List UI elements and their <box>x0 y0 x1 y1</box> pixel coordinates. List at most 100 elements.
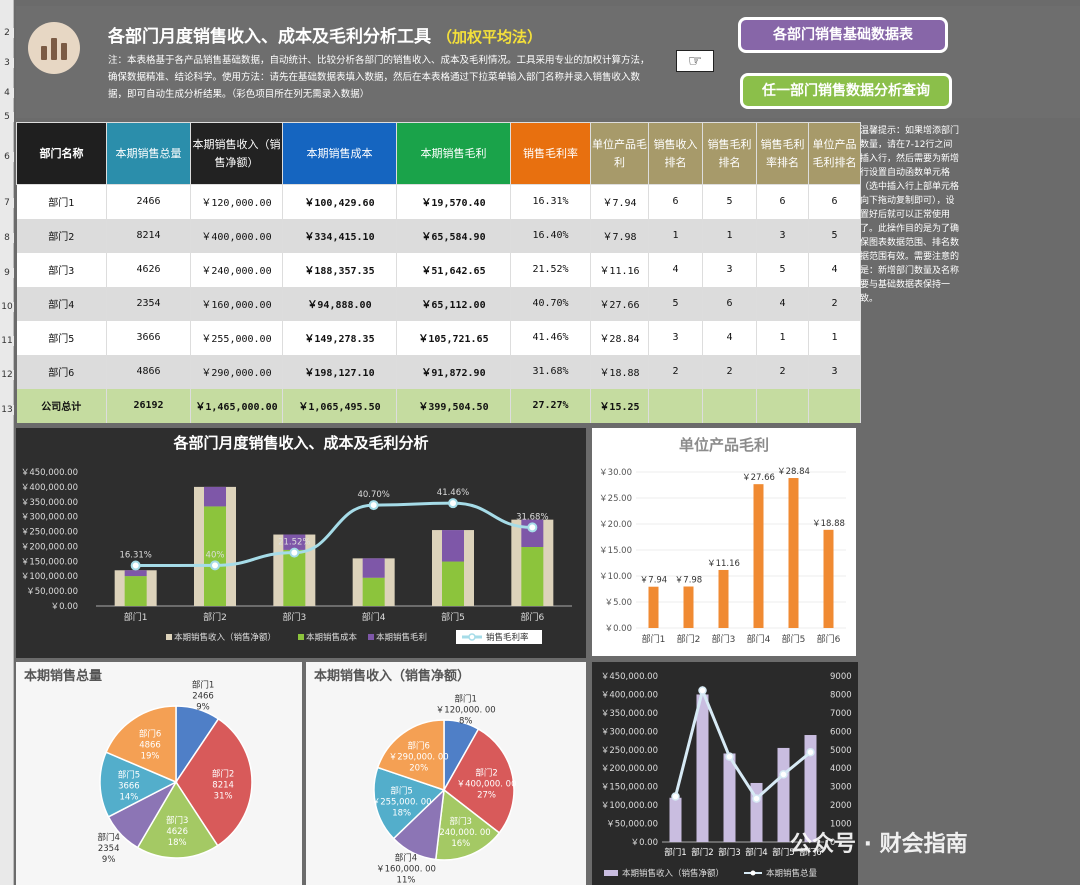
table-cell[interactable]: 8214 <box>106 218 191 253</box>
y-tick-label: ￥200,000.00 <box>21 542 78 552</box>
revenue-bar <box>804 735 817 842</box>
table-cell[interactable]: ￥255,000.00 <box>190 320 283 355</box>
table-cell[interactable]: ￥91,872.90 <box>396 354 511 389</box>
table-cell[interactable]: ￥198,127.10 <box>282 354 397 389</box>
y-tick-label: ￥100,000.00 <box>601 801 658 811</box>
table-cell[interactable]: 16.31% <box>510 184 591 219</box>
table-cell[interactable]: 1 <box>702 218 757 253</box>
table-cell[interactable]: 4 <box>702 320 757 355</box>
y-tick-label: ￥25.00 <box>599 494 632 504</box>
table-cell[interactable]: ￥160,000.00 <box>190 286 283 321</box>
table-cell[interactable]: 5 <box>808 218 861 253</box>
row-number: 8 <box>0 233 14 243</box>
table-cell[interactable]: ￥27.66 <box>590 286 649 321</box>
table-cell[interactable]: 31.68% <box>510 354 591 389</box>
y-tick-label: ￥200,000.00 <box>601 764 658 774</box>
table-cell[interactable]: 41.46% <box>510 320 591 355</box>
table-cell[interactable]: 16.40% <box>510 218 591 253</box>
quantity-point <box>806 747 815 757</box>
table-cell[interactable]: ￥7.98 <box>590 218 649 253</box>
table-cell[interactable]: ￥65,112.00 <box>396 286 511 321</box>
table-cell[interactable]: ￥334,415.10 <box>282 218 397 253</box>
table-cell[interactable]: 部门2 <box>16 218 107 253</box>
table-cell[interactable]: ￥105,721.65 <box>396 320 511 355</box>
table-cell[interactable]: 6 <box>648 184 703 219</box>
y-tick-label: ￥150,000.00 <box>21 557 78 567</box>
table-cell[interactable]: 2 <box>808 286 861 321</box>
table-cell[interactable]: 6 <box>702 286 757 321</box>
slice-label: ￥255,000. 00 <box>372 797 432 807</box>
usage-note: 注：本表格基于各产品销售基础数据，自动统计、比较分析各部门的销售收入、成本及毛利… <box>108 55 650 100</box>
table-cell[interactable]: 3 <box>808 354 861 389</box>
table-cell[interactable]: ￥7.94 <box>590 184 649 219</box>
table-cell[interactable]: ￥19,570.40 <box>396 184 511 219</box>
table-cell[interactable]: ￥290,000.00 <box>190 354 283 389</box>
table-cell[interactable]: 2466 <box>106 184 191 219</box>
table-cell[interactable]: 部门1 <box>16 184 107 219</box>
table-cell[interactable]: ￥120,000.00 <box>190 184 283 219</box>
table-cell[interactable]: 6 <box>756 184 809 219</box>
table-cell[interactable]: 部门4 <box>16 286 107 321</box>
table-cell[interactable]: 部门3 <box>16 252 107 287</box>
table-cell[interactable]: 4626 <box>106 252 191 287</box>
table-cell[interactable]: ￥51,642.65 <box>396 252 511 287</box>
table-cell[interactable]: 1 <box>756 320 809 355</box>
y-tick-label: ￥450,000.00 <box>601 672 658 682</box>
table-cell[interactable]: ￥188,357.35 <box>282 252 397 287</box>
x-tick-label: 部门5 <box>782 633 806 645</box>
base-data-sheet-button[interactable]: 各部门销售基础数据表 <box>738 17 948 53</box>
table-cell[interactable]: 2 <box>702 354 757 389</box>
legend-label: 本期销售毛利 <box>376 632 427 643</box>
table-cell[interactable]: ￥28.84 <box>590 320 649 355</box>
column-header: 销售毛利率 <box>510 122 591 185</box>
chart-title: 本期销售总量 <box>24 668 102 684</box>
margin-rate-point <box>527 522 538 533</box>
table-cell[interactable]: 21.52% <box>510 252 591 287</box>
table-cell[interactable]: 3 <box>756 218 809 253</box>
slice-label: 8% <box>459 716 473 726</box>
table-cell[interactable]: ￥240,000.00 <box>190 252 283 287</box>
table-cell[interactable]: ￥65,584.90 <box>396 218 511 253</box>
table-cell[interactable]: 2354 <box>106 286 191 321</box>
total-cell: ￥15.25 <box>590 388 649 423</box>
table-cell[interactable]: 部门6 <box>16 354 107 389</box>
y-tick-label: ￥400,000.00 <box>21 483 78 493</box>
column-header: 销售毛利率排名 <box>756 122 809 185</box>
table-cell[interactable]: 4866 <box>106 354 191 389</box>
table-cell[interactable]: ￥11.16 <box>590 252 649 287</box>
table-cell[interactable]: 6 <box>808 184 861 219</box>
table-cell[interactable]: 5 <box>648 286 703 321</box>
table-cell[interactable]: 5 <box>702 184 757 219</box>
table-row: 部门6 4866 ￥290,000.00 ￥198,127.10 ￥91,872.90 3… <box>16 354 861 389</box>
pie-slice <box>175 717 253 847</box>
table-cell[interactable]: 40.70% <box>510 286 591 321</box>
margin-rate-label: 31.68% <box>516 512 548 522</box>
row-number: 4 <box>0 88 14 98</box>
table-cell[interactable]: 3666 <box>106 320 191 355</box>
margin-rate-label: 41.46% <box>437 488 469 498</box>
row-number: 13 <box>0 405 14 415</box>
department-query-button[interactable]: 任一部门销售数据分析查询 <box>740 73 952 109</box>
slice-label: 3666 <box>118 782 140 792</box>
table-cell[interactable]: ￥18.88 <box>590 354 649 389</box>
table-cell[interactable]: 2 <box>648 354 703 389</box>
table-cell[interactable]: 3 <box>648 320 703 355</box>
slice-label: ￥120,000. 00 <box>436 705 496 715</box>
table-cell[interactable]: 部门5 <box>16 320 107 355</box>
slice-label: ￥400,000. 00 <box>457 779 517 789</box>
table-cell[interactable]: ￥94,888.00 <box>282 286 397 321</box>
table-cell[interactable]: 1 <box>808 320 861 355</box>
table-cell[interactable]: ￥100,429.60 <box>282 184 397 219</box>
unit-profit-bar <box>788 478 799 628</box>
table-cell[interactable]: 4 <box>648 252 703 287</box>
profit-bar <box>442 530 464 562</box>
revenue-bar <box>696 694 709 842</box>
table-cell[interactable]: ￥149,278.35 <box>282 320 397 355</box>
table-cell[interactable]: 5 <box>756 252 809 287</box>
table-cell[interactable]: ￥400,000.00 <box>190 218 283 253</box>
table-cell[interactable]: 4 <box>808 252 861 287</box>
table-cell[interactable]: 3 <box>702 252 757 287</box>
table-cell[interactable]: 1 <box>648 218 703 253</box>
table-cell[interactable]: 4 <box>756 286 809 321</box>
table-cell[interactable]: 2 <box>756 354 809 389</box>
